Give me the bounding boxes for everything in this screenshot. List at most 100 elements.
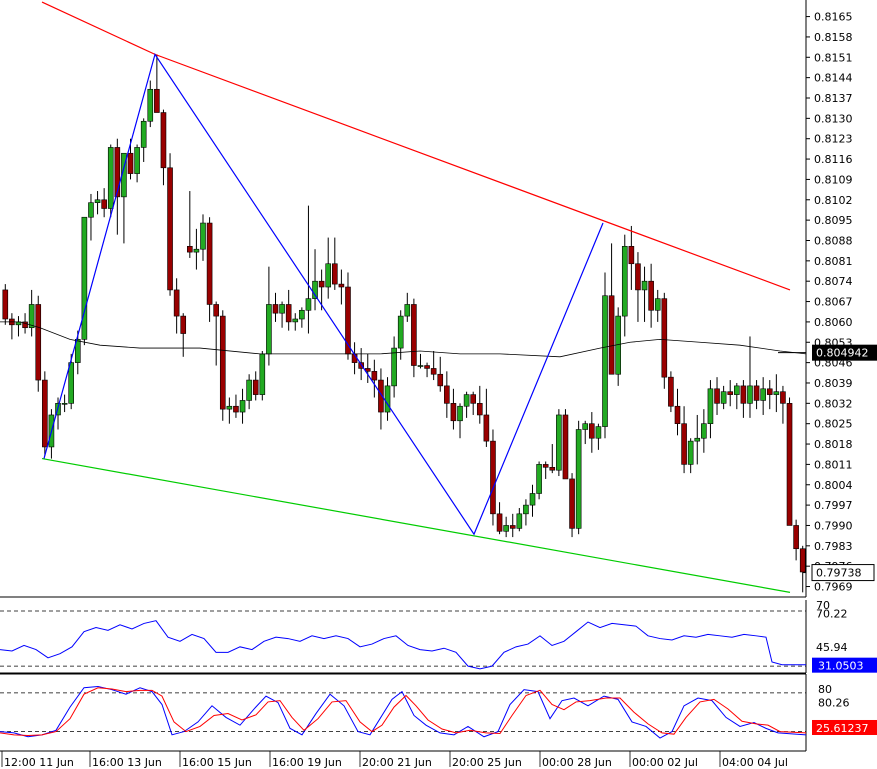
candle-body xyxy=(766,388,773,395)
candle-body xyxy=(187,246,193,253)
candle-body xyxy=(780,391,786,404)
candle-body xyxy=(483,414,490,442)
candle-body xyxy=(299,309,305,320)
candle-body xyxy=(180,315,187,334)
candle-body xyxy=(668,376,674,407)
candle-body xyxy=(575,429,582,529)
candle-body xyxy=(219,315,226,410)
candle-body xyxy=(542,464,549,468)
candle-body xyxy=(81,216,88,340)
price-tick-label: 0.7983 xyxy=(814,540,853,553)
candle-body xyxy=(107,147,114,209)
candle-body xyxy=(338,283,345,288)
candle-body xyxy=(68,362,75,404)
candle-body xyxy=(707,388,714,424)
candle-body xyxy=(22,321,28,329)
price-tick-label: 0.8088 xyxy=(814,234,853,247)
candle-body xyxy=(127,152,134,174)
candle-body xyxy=(740,385,747,404)
rsi-tick-label: 70 xyxy=(816,599,830,612)
price-tick-label: 0.8025 xyxy=(814,418,853,431)
candle-body xyxy=(430,368,437,375)
price-tick-label: 0.7997 xyxy=(814,499,853,512)
candle-body xyxy=(173,289,180,317)
x-tick-label: 16:00 13 Jun xyxy=(92,756,162,769)
stoch-tick-label: 80.26 xyxy=(818,697,850,710)
candle-body xyxy=(536,464,542,494)
price-tick-label: 0.8081 xyxy=(814,255,853,268)
candle-body xyxy=(384,385,391,413)
price-tick-label: 0.8067 xyxy=(814,296,853,309)
ma-value-badge xyxy=(812,344,877,361)
candle-body xyxy=(35,304,42,381)
candle-body xyxy=(305,298,312,311)
candle-body xyxy=(444,385,450,404)
candle-body xyxy=(371,371,378,381)
candle-body xyxy=(252,379,259,395)
trend-line xyxy=(43,52,604,536)
candle-body xyxy=(799,548,806,573)
candle-body xyxy=(529,493,536,506)
candle-body xyxy=(589,423,595,439)
candle-body xyxy=(773,391,780,395)
x-tick-label: 16:00 19 Jun xyxy=(272,756,342,769)
candle-body xyxy=(595,426,602,439)
candle-body xyxy=(2,289,9,320)
x-tick-label: 04:00 04 Jul xyxy=(722,756,788,769)
price-tick-label: 0.8109 xyxy=(814,173,853,186)
candle-body xyxy=(793,525,799,550)
candle-body xyxy=(279,304,285,314)
candle-body xyxy=(28,304,35,329)
price-tick-label: 0.8074 xyxy=(814,275,853,288)
price-tick-label: 0.7969 xyxy=(814,581,853,594)
candle-body xyxy=(114,147,121,198)
candle-body xyxy=(608,295,615,375)
price-tick-label: 0.8158 xyxy=(814,31,853,44)
candle-body xyxy=(503,525,509,532)
x-tick-label: 00:00 28 Jun xyxy=(542,756,612,769)
x-tick-label: 00:00 02 Jul xyxy=(632,756,698,769)
candle-body xyxy=(325,263,332,288)
price-tick-label: 0.8165 xyxy=(814,11,853,24)
candle-body xyxy=(681,423,687,465)
candle-body xyxy=(213,304,219,317)
candle-body xyxy=(714,388,720,404)
candle-body xyxy=(490,440,496,515)
candle-body xyxy=(140,120,147,148)
x-tick-label: 20:00 21 Jun xyxy=(362,756,432,769)
price-tick-label: 0.8060 xyxy=(814,316,853,329)
candle-body xyxy=(312,280,318,299)
candle-body xyxy=(694,437,701,442)
candle-body xyxy=(654,298,661,311)
candle-body xyxy=(733,385,740,395)
candle-body xyxy=(42,379,48,448)
candle-body xyxy=(285,304,292,323)
candle-body xyxy=(233,405,239,413)
x-tick-label: 12:00 11 Jun xyxy=(4,756,74,769)
price-tick-label: 0.8151 xyxy=(814,51,853,64)
price-tick-label: 0.8144 xyxy=(814,72,853,85)
candle-body xyxy=(272,304,279,314)
stoch-tick-label: 80 xyxy=(818,683,832,696)
candle-body xyxy=(556,414,562,471)
candle-body xyxy=(463,394,470,407)
price-tick-label: 0.8137 xyxy=(814,92,853,105)
candle-body xyxy=(154,88,160,113)
candle-body xyxy=(411,304,417,366)
candle-body xyxy=(318,280,325,288)
stoch-line xyxy=(0,687,807,736)
candle-body xyxy=(747,385,753,404)
candle-body xyxy=(437,373,444,387)
candle-body xyxy=(628,246,635,265)
price-tick-label: 0.8102 xyxy=(814,194,853,207)
candle-body xyxy=(167,167,173,291)
candle-body xyxy=(424,365,430,369)
x-tick-label: 16:00 15 Jun xyxy=(182,756,252,769)
rsi-tick-label: 70.22 xyxy=(816,608,848,621)
candle-body xyxy=(239,400,246,413)
candle-body xyxy=(582,423,589,430)
price-tick-label: 0.8130 xyxy=(814,112,853,125)
